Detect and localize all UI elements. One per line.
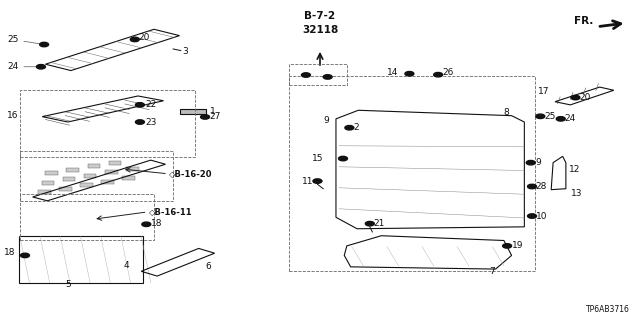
Bar: [59, 187, 72, 191]
Text: 20: 20: [579, 93, 591, 102]
Circle shape: [526, 160, 535, 165]
Circle shape: [313, 179, 322, 183]
Text: 24: 24: [564, 114, 576, 123]
Circle shape: [36, 64, 45, 69]
Bar: [126, 167, 139, 171]
Circle shape: [301, 73, 310, 77]
Text: 18: 18: [4, 248, 22, 257]
Circle shape: [502, 244, 511, 248]
Bar: [38, 190, 51, 195]
Text: B-7-2: B-7-2: [305, 11, 335, 21]
Text: ◇B-16-20: ◇B-16-20: [169, 169, 212, 178]
Bar: [88, 164, 100, 168]
Bar: [19, 236, 143, 283]
Text: 28: 28: [536, 182, 547, 191]
Bar: [122, 176, 135, 181]
Circle shape: [536, 114, 545, 119]
Text: 5: 5: [65, 280, 70, 289]
Circle shape: [434, 72, 443, 77]
Circle shape: [527, 184, 536, 189]
Text: 3: 3: [182, 47, 188, 56]
Text: 19: 19: [511, 241, 523, 250]
Bar: [289, 76, 535, 271]
Circle shape: [323, 75, 332, 79]
Text: 4: 4: [124, 261, 129, 271]
Text: 6: 6: [205, 262, 211, 271]
Text: 11: 11: [302, 177, 314, 186]
Circle shape: [136, 120, 145, 124]
Text: 21: 21: [373, 219, 385, 228]
Text: 7: 7: [489, 267, 495, 276]
Text: 15: 15: [312, 154, 324, 163]
Text: 1: 1: [209, 107, 215, 116]
Circle shape: [527, 214, 536, 218]
Circle shape: [131, 37, 140, 42]
Bar: [101, 180, 114, 184]
Bar: [80, 183, 93, 188]
Text: 24: 24: [7, 62, 38, 71]
Text: 2: 2: [353, 123, 359, 132]
Circle shape: [556, 117, 565, 121]
Text: 25: 25: [544, 112, 556, 121]
Circle shape: [142, 222, 151, 226]
Bar: [109, 161, 122, 165]
Circle shape: [20, 253, 29, 258]
Bar: [20, 90, 195, 157]
Text: 23: 23: [145, 117, 156, 127]
Text: 22: 22: [145, 100, 156, 109]
Text: 25: 25: [7, 35, 42, 44]
Bar: [67, 168, 79, 172]
Bar: [45, 171, 58, 175]
Text: FR.: FR.: [574, 16, 593, 26]
Text: 8: 8: [503, 108, 509, 117]
Text: 26: 26: [443, 68, 454, 77]
Text: 9: 9: [324, 116, 330, 125]
Bar: [105, 170, 118, 174]
Circle shape: [571, 95, 580, 100]
Text: 27: 27: [209, 112, 221, 122]
Text: 17: 17: [538, 87, 550, 96]
Text: 18: 18: [152, 219, 163, 227]
Text: 9: 9: [536, 158, 541, 167]
Bar: [20, 151, 173, 201]
Text: ◇B-16-11: ◇B-16-11: [149, 207, 193, 216]
Bar: [20, 195, 154, 241]
Text: 20: 20: [138, 33, 149, 42]
Text: 13: 13: [571, 189, 582, 198]
Text: 12: 12: [569, 165, 580, 174]
Bar: [42, 181, 54, 185]
Circle shape: [365, 221, 374, 226]
Circle shape: [339, 156, 348, 161]
Text: TP6AB3716: TP6AB3716: [586, 305, 630, 314]
Bar: [179, 109, 206, 115]
Circle shape: [345, 125, 354, 130]
Bar: [289, 64, 347, 85]
Text: 32118: 32118: [302, 25, 338, 35]
Circle shape: [405, 71, 414, 76]
Circle shape: [40, 42, 49, 47]
Circle shape: [136, 103, 145, 107]
Text: 14: 14: [387, 68, 398, 77]
Bar: [63, 177, 76, 182]
Bar: [84, 174, 97, 178]
Text: 16: 16: [7, 111, 19, 120]
Circle shape: [200, 115, 209, 119]
Text: 10: 10: [536, 211, 547, 220]
